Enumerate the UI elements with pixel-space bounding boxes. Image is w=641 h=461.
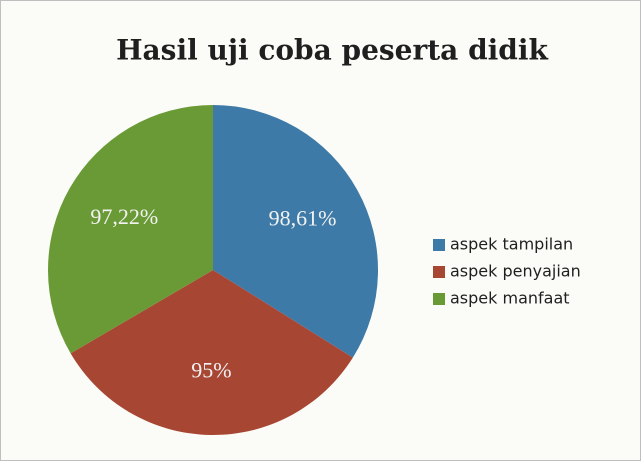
legend-swatch: [433, 293, 445, 305]
data-label: 97,22%: [90, 204, 158, 229]
pie-slice: [213, 105, 378, 358]
legend-label: aspek manfaat: [450, 289, 570, 308]
pie-slice: [70, 270, 353, 435]
data-label: 98,61%: [269, 206, 337, 231]
data-label: 95%: [191, 357, 231, 382]
legend-label: aspek tampilan: [450, 235, 573, 254]
legend-label: aspek penyajian: [450, 262, 581, 281]
legend-swatch: [433, 239, 445, 251]
pie-slice: [48, 105, 213, 354]
chart-title: Hasil uji coba peserta didik: [116, 34, 548, 67]
legend-swatch: [433, 266, 445, 278]
